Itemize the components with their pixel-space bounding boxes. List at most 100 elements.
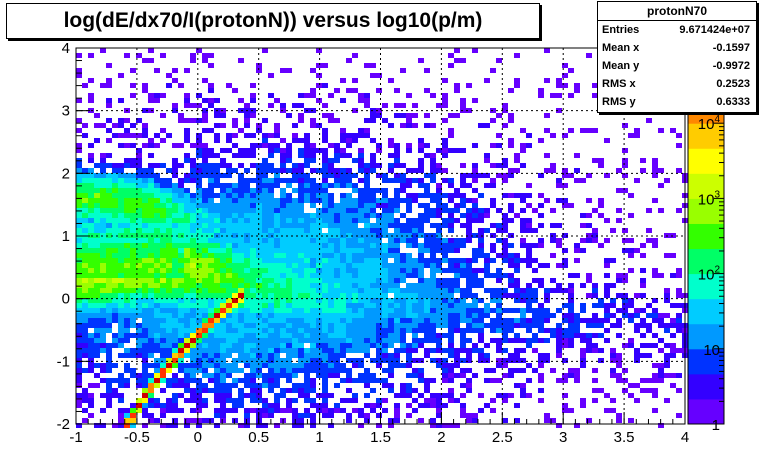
heatmap-cell: [412, 198, 418, 203]
heatmap-cell: [676, 293, 682, 298]
heatmap-cell: [214, 163, 220, 168]
heatmap-cell: [292, 138, 298, 143]
heatmap-cell: [352, 183, 358, 188]
heatmap-cell: [574, 378, 580, 383]
heatmap-cell: [424, 193, 430, 198]
heatmap-cell: [436, 213, 442, 218]
heatmap-cell: [442, 78, 448, 83]
heatmap-cell: [610, 228, 616, 233]
heatmap-cell: [190, 318, 196, 323]
heatmap-cell: [262, 183, 268, 188]
heatmap-cell: [166, 318, 172, 323]
heatmap-cell: [526, 363, 532, 368]
heatmap-cell: [178, 218, 184, 223]
heatmap-cell: [358, 228, 364, 233]
heatmap-cell: [346, 143, 352, 148]
heatmap-cell: [226, 303, 232, 308]
heatmap-cell: [208, 178, 214, 183]
heatmap-cell: [358, 163, 364, 168]
heatmap-cell: [220, 298, 226, 303]
heatmap-cell: [238, 358, 244, 363]
heatmap-cell: [466, 198, 472, 203]
heatmap-cell: [346, 333, 352, 338]
heatmap-cell: [76, 173, 82, 178]
heatmap-cell: [310, 348, 316, 353]
heatmap-cell: [400, 363, 406, 368]
heatmap-cell: [178, 278, 184, 283]
heatmap-cell: [526, 253, 532, 258]
heatmap-cell: [370, 213, 376, 218]
heatmap-cell: [502, 258, 508, 263]
heatmap-cell: [622, 343, 628, 348]
heatmap-cell: [304, 148, 310, 153]
heatmap-cell: [574, 373, 580, 378]
heatmap-cell: [316, 318, 322, 323]
heatmap-cell: [148, 278, 154, 283]
heatmap-cell: [298, 388, 304, 393]
heatmap-cell: [382, 248, 388, 253]
heatmap-cell: [148, 178, 154, 183]
heatmap-cell: [250, 338, 256, 343]
heatmap-cell: [334, 303, 340, 308]
heatmap-cell: [346, 218, 352, 223]
heatmap-cell: [382, 338, 388, 343]
heatmap-cell: [466, 293, 472, 298]
heatmap-cell: [214, 288, 220, 293]
heatmap-cell: [604, 393, 610, 398]
heatmap-cell: [322, 373, 328, 378]
heatmap-cell: [226, 253, 232, 258]
heatmap-cell: [208, 378, 214, 383]
heatmap-cell: [622, 238, 628, 243]
heatmap-cell: [340, 343, 346, 348]
heatmap-cell: [190, 193, 196, 198]
heatmap-cell: [472, 98, 478, 103]
heatmap-cell: [358, 318, 364, 323]
heatmap-cell: [574, 88, 580, 93]
heatmap-cell: [454, 328, 460, 333]
heatmap-cell: [244, 178, 250, 183]
heatmap-cell: [142, 288, 148, 293]
heatmap-cell: [232, 308, 238, 313]
heatmap-cell: [586, 213, 592, 218]
heatmap-cell: [226, 278, 232, 283]
heatmap-cell: [322, 293, 328, 298]
heatmap-cell: [328, 218, 334, 223]
heatmap-cell: [514, 418, 520, 423]
heatmap-cell: [136, 203, 142, 208]
heatmap-cell: [292, 298, 298, 303]
heatmap-cell: [526, 338, 532, 343]
heatmap-cell: [460, 348, 466, 353]
heatmap-cell: [568, 288, 574, 293]
heatmap-cell: [604, 308, 610, 313]
heatmap-cell: [454, 248, 460, 253]
heatmap-cell: [304, 198, 310, 203]
heatmap-cell: [460, 98, 466, 103]
heatmap-cell: [382, 218, 388, 223]
heatmap-cell: [226, 238, 232, 243]
heatmap-cell: [100, 368, 106, 373]
heatmap-cell: [316, 73, 322, 78]
heatmap-cell: [142, 383, 148, 388]
heatmap-cell: [418, 58, 424, 63]
heatmap-cell: [208, 418, 214, 423]
heatmap-cell: [274, 268, 280, 273]
heatmap-cell: [166, 293, 172, 298]
heatmap-cell: [202, 273, 208, 278]
heatmap-cell: [274, 228, 280, 233]
heatmap-cell: [256, 278, 262, 283]
heatmap-cell: [310, 278, 316, 283]
heatmap-cell: [298, 148, 304, 153]
heatmap-cell: [400, 273, 406, 278]
heatmap-cell: [490, 163, 496, 168]
heatmap-cell: [118, 333, 124, 338]
heatmap-cell: [370, 158, 376, 163]
heatmap-cell: [88, 278, 94, 283]
heatmap-cell: [430, 393, 436, 398]
heatmap-cell: [472, 173, 478, 178]
heatmap-cell: [286, 213, 292, 218]
heatmap-cell: [184, 213, 190, 218]
heatmap-cell: [298, 318, 304, 323]
heatmap-cell: [268, 333, 274, 338]
heatmap-cell: [118, 208, 124, 213]
heatmap-cell: [274, 133, 280, 138]
